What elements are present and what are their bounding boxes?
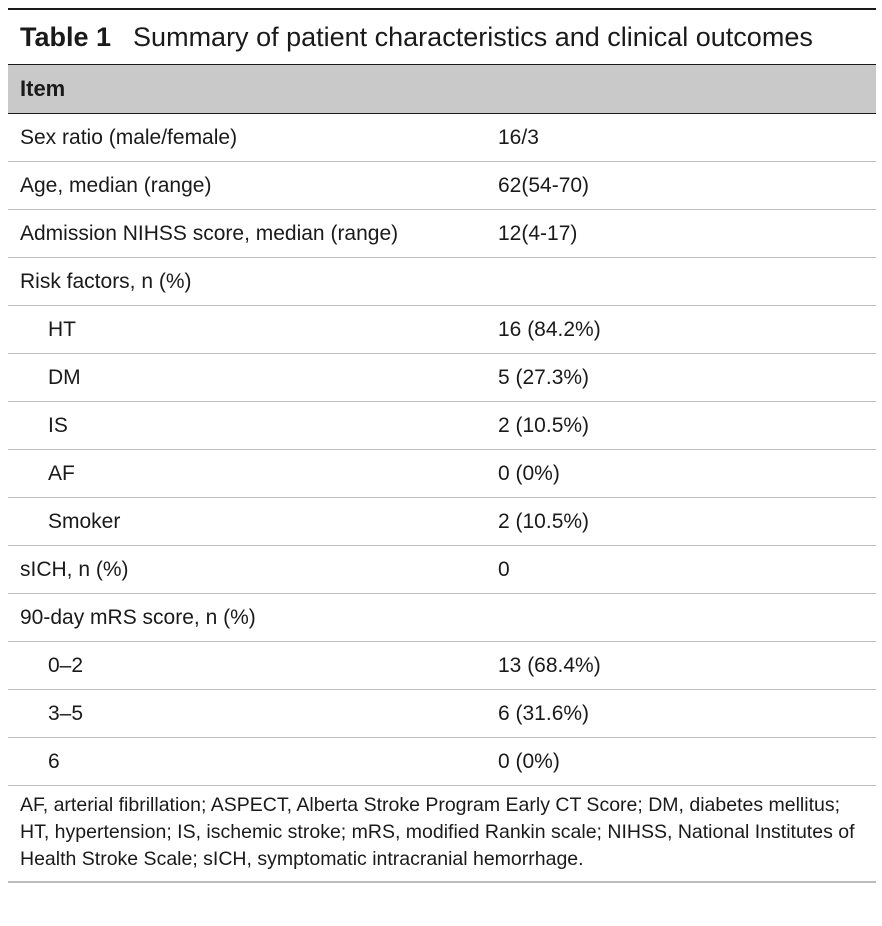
row-label: sICH, n (%) [20,557,129,581]
table-row: DM 5 (27.3%) [8,354,876,402]
table-header: Item [8,64,876,114]
row-value: 0 (0%) [498,749,560,773]
row-label: Risk factors, n (%) [20,269,192,293]
row-label: 6 [48,749,60,773]
row-label: 0–2 [48,653,84,677]
row-value: 2 (10.5%) [498,413,590,437]
table-row: Risk factors, n (%) [8,258,876,306]
row-value: 62(54-70) [498,173,590,197]
row-label: Admission NIHSS score, median (range) [20,221,399,245]
table-row: AF 0 (0%) [8,450,876,498]
table-row: sICH, n (%) 0 [8,546,876,594]
row-value: 0 [498,557,510,581]
row-value: 2 (10.5%) [498,509,590,533]
table-title: Summary of patient characteristics and c… [133,21,813,52]
table-row: 3–5 6 (31.6%) [8,690,876,738]
row-value: 5 (27.3%) [498,365,590,389]
row-label: DM [48,365,81,389]
table-row: Admission NIHSS score, median (range) 12… [8,210,876,258]
header-item: Item [20,76,66,101]
row-label: IS [48,413,68,437]
table-label: Table 1 [20,21,112,52]
table-row: Age, median (range) 62(54-70) [8,162,876,210]
row-label: Age, median (range) [20,173,212,197]
table-row: 90-day mRS score, n (%) [8,594,876,642]
row-value: 12(4-17) [498,221,578,245]
row-label: Sex ratio (male/female) [20,125,238,149]
row-value: 0 (0%) [498,461,560,485]
table-row: 6 0 (0%) [8,738,876,786]
row-label: Smoker [48,509,121,533]
table-caption: Table 1 Summary of patient characteristi… [8,8,876,64]
row-label: 3–5 [48,701,84,725]
data-table: Table 1 Summary of patient characteristi… [8,8,876,883]
row-label: 90-day mRS score, n (%) [20,605,256,629]
table-row: HT 16 (84.2%) [8,306,876,354]
row-value: 16 (84.2%) [498,317,601,341]
row-value: 13 (68.4%) [498,653,601,677]
row-value: 16/3 [498,125,539,149]
row-label: AF [48,461,75,485]
table-row: Sex ratio (male/female) 16/3 [8,114,876,162]
table-row: Smoker 2 (10.5%) [8,498,876,546]
table-footnote: AF, arterial fibrillation; ASPECT, Alber… [8,786,876,883]
row-label: HT [48,317,76,341]
table-row: 0–2 13 (68.4%) [8,642,876,690]
row-value: 6 (31.6%) [498,701,590,725]
table-row: IS 2 (10.5%) [8,402,876,450]
